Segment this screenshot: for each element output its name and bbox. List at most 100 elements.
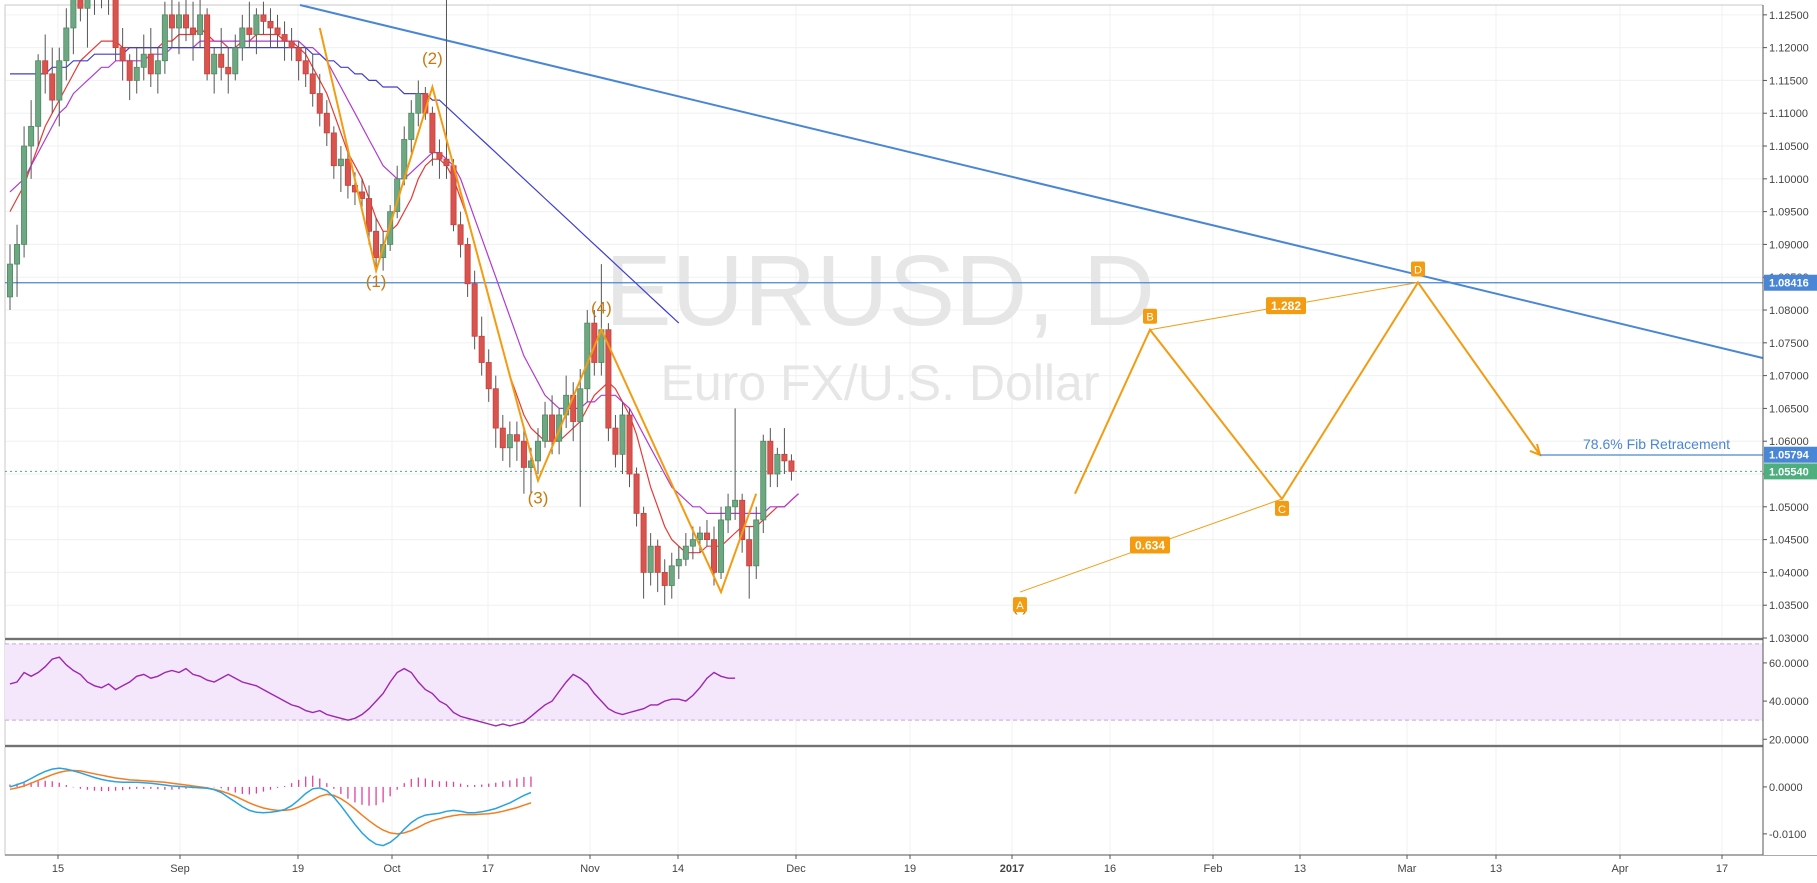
candle-up <box>718 519 725 573</box>
candle-down <box>302 60 309 75</box>
candle-down <box>147 53 154 75</box>
price-axis-tick-label: 1.11500 <box>1769 75 1808 87</box>
time-axis-tick-label: Nov <box>580 863 600 875</box>
macd-axis-tick-label: 0.0000 <box>1769 782 1803 794</box>
time-axis-tick-label: 17 <box>482 863 494 875</box>
candle-up <box>239 27 246 49</box>
panes <box>4 4 1817 856</box>
point-badge <box>1411 261 1425 277</box>
time-axis-tick-label: 19 <box>904 863 916 875</box>
time-axis-bg <box>0 856 1817 883</box>
candle-down <box>295 47 302 62</box>
time-axis-tick-label: 14 <box>672 863 684 875</box>
macd-line <box>9 767 532 847</box>
candle-up <box>211 53 218 75</box>
candle-down <box>605 329 612 429</box>
price-axis-tick-label: 1.10000 <box>1769 174 1809 186</box>
macd-pane-frame <box>4 746 1764 856</box>
candle-up <box>732 499 739 508</box>
candle-up <box>197 14 204 35</box>
candle-up <box>619 414 626 455</box>
candle-down <box>316 93 323 114</box>
candle-up <box>577 388 584 422</box>
point-badge-label: A <box>1016 600 1024 612</box>
candle-down <box>344 158 351 186</box>
candle-down <box>267 20 274 29</box>
macd-pane[interactable] <box>9 767 532 847</box>
candle-up <box>35 60 42 127</box>
candle-down <box>309 73 316 94</box>
rsi-band <box>5 643 1763 721</box>
candle-down <box>520 440 527 468</box>
candle-up <box>542 414 549 442</box>
wave-label: (3) <box>528 489 549 508</box>
candle-up <box>584 322 591 390</box>
price-axis-tick-label: 1.10500 <box>1769 141 1809 153</box>
candle-up <box>689 539 696 547</box>
candle-up <box>232 47 239 75</box>
candle-up <box>682 545 689 560</box>
price-axis-tick-label: 1.09500 <box>1769 207 1809 219</box>
point-badge-label: B <box>1146 312 1153 324</box>
ratio-badge <box>1130 536 1170 554</box>
point-badge <box>1275 500 1289 516</box>
candle-down <box>204 14 211 75</box>
candle-down <box>373 230 380 258</box>
candle-down <box>429 112 436 153</box>
elliott-wave-line <box>318 27 758 595</box>
time-axis-tick-label: Sep <box>170 863 190 875</box>
grid-lines <box>5 5 1763 855</box>
candle-down <box>612 427 619 455</box>
price-marker-label: 1.05540 <box>1769 466 1809 478</box>
candle-down <box>478 335 485 363</box>
candle-down <box>77 0 84 9</box>
candle-up <box>506 434 513 449</box>
ratio-badge <box>1266 297 1306 315</box>
candle-up <box>70 0 77 29</box>
price-axis-tick-label: 1.08000 <box>1769 305 1809 317</box>
candle-up <box>696 532 703 541</box>
point-badge <box>1143 308 1157 324</box>
candle-down <box>358 191 365 199</box>
candle-down <box>788 460 795 472</box>
candle-down <box>126 60 133 81</box>
candle-down <box>436 152 443 160</box>
price-axis-tick-label: 1.11000 <box>1769 108 1808 120</box>
candle-down <box>471 283 478 337</box>
candle-up <box>253 14 260 35</box>
candle-up <box>668 565 675 586</box>
candle-up <box>774 453 781 475</box>
ratio-badge-label: 0.634 <box>1135 539 1165 553</box>
wave-label: (2) <box>422 49 443 68</box>
candle-down <box>781 453 788 462</box>
watermark: EURUSD, D Euro FX/U.S. Dollar <box>605 235 1155 411</box>
candle-up <box>154 60 161 75</box>
ma-blue-line <box>10 47 680 324</box>
point-badge-label: D <box>1414 264 1422 276</box>
price-axis-tick-label: 1.04500 <box>1769 535 1809 547</box>
rsi-pane[interactable] <box>5 643 1763 727</box>
candle-down <box>330 132 337 167</box>
candle-down <box>274 27 281 35</box>
time-axis-tick-label: Feb <box>1204 863 1223 875</box>
candle-down <box>703 532 710 541</box>
candle-up <box>21 145 28 245</box>
candle-up <box>753 519 760 567</box>
price-marker-label: 1.05794 <box>1769 450 1810 462</box>
price-marker-label: 1.08416 <box>1769 278 1809 290</box>
watermark-symbol: EURUSD, D <box>605 235 1155 347</box>
candle-up <box>760 440 767 521</box>
price-axis-tick-label: 1.09000 <box>1769 239 1809 251</box>
candle-down <box>661 572 668 586</box>
candle-down <box>42 60 49 75</box>
price-axis-tick-label: 1.06500 <box>1769 403 1809 415</box>
candle-down <box>225 66 232 75</box>
candle-down <box>190 27 197 35</box>
time-axis-tick-label: 13 <box>1490 863 1502 875</box>
candle-down <box>112 0 119 49</box>
rsi-axis-tick-label: 20.0000 <box>1769 734 1809 746</box>
candle-down <box>654 545 661 573</box>
watermark-description: Euro FX/U.S. Dollar <box>660 355 1099 411</box>
